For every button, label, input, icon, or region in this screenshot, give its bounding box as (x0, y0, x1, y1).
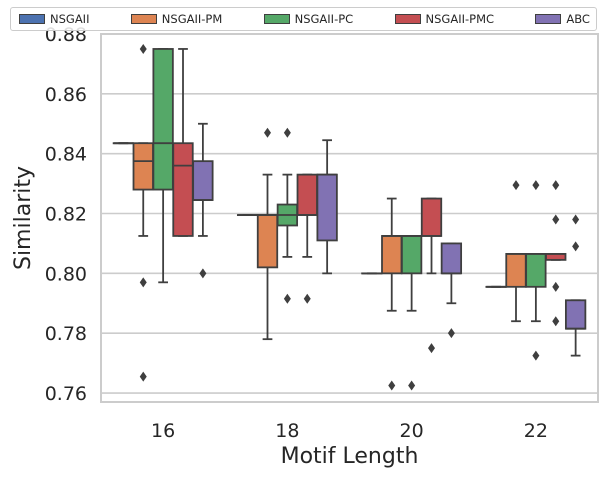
x-axis-label: Motif Length (281, 444, 419, 469)
iqr-box (193, 161, 212, 200)
x-tick-label: 16 (151, 420, 175, 442)
legend-swatch (535, 14, 561, 24)
iqr-box (153, 49, 172, 190)
y-tick-label: 0.84 (45, 144, 87, 166)
legend: NSGAII NSGAII-PM NSGAII-PC NSGAII-PMC ABC (10, 7, 597, 31)
legend-label: NSGAII-PC (295, 12, 354, 26)
iqr-box (566, 300, 585, 328)
iqr-box (442, 243, 461, 273)
iqr-box (402, 236, 421, 273)
y-tick-label: 0.80 (45, 263, 87, 285)
legend-swatch (264, 14, 290, 24)
legend-entry: ABC (535, 12, 590, 26)
legend-label: NSGAII-PM (162, 12, 222, 26)
legend-swatch (19, 14, 45, 24)
iqr-box (526, 254, 545, 287)
legend-swatch (131, 14, 157, 24)
iqr-box (317, 175, 336, 241)
iqr-box (506, 254, 525, 287)
y-tick-label: 0.76 (45, 383, 87, 405)
iqr-box (422, 199, 441, 236)
legend-entry: NSGAII-PC (264, 12, 354, 26)
legend-entry: NSGAII-PMC (395, 12, 495, 26)
legend-swatch (395, 14, 421, 24)
y-tick-label: 0.82 (45, 204, 87, 226)
x-tick-label: 18 (275, 420, 299, 442)
x-tick-label: 22 (524, 420, 548, 442)
legend-label: NSGAII (50, 12, 89, 26)
iqr-box (382, 236, 401, 273)
x-tick-label: 20 (400, 420, 424, 442)
legend-label: ABC (566, 12, 590, 26)
legend-entry: NSGAII-PM (131, 12, 222, 26)
legend-label: NSGAII-PMC (426, 12, 495, 26)
legend-entry: NSGAII (19, 12, 89, 26)
y-tick-label: 0.86 (45, 84, 87, 106)
y-tick-label: 0.78 (45, 323, 87, 345)
y-axis-label: Similarity (11, 166, 36, 270)
iqr-box (258, 215, 277, 267)
iqr-box (298, 175, 317, 215)
iqr-box (173, 143, 192, 236)
iqr-box (134, 143, 153, 189)
